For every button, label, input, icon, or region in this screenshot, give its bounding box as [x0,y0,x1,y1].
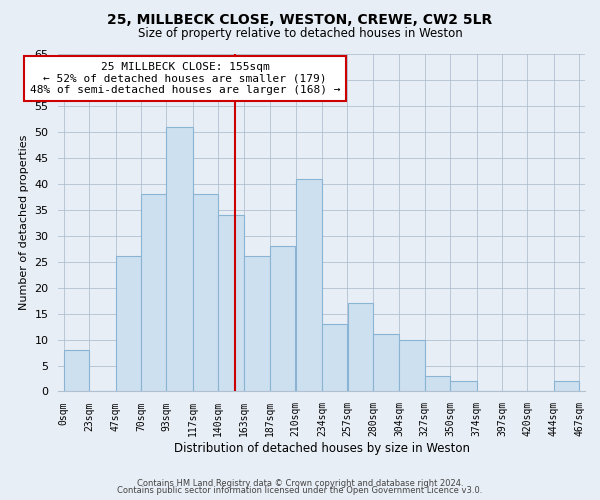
Text: 25 MILLBECK CLOSE: 155sqm
← 52% of detached houses are smaller (179)
48% of semi: 25 MILLBECK CLOSE: 155sqm ← 52% of detac… [30,62,340,95]
Bar [244,256,270,392]
Bar [425,376,450,392]
X-axis label: Distribution of detached houses by size in Weston: Distribution of detached houses by size … [173,442,470,455]
Bar [347,303,373,392]
Bar [116,256,141,392]
Bar [554,381,579,392]
Y-axis label: Number of detached properties: Number of detached properties [19,135,29,310]
Bar [141,194,166,392]
Bar [270,246,295,392]
Bar [373,334,399,392]
Text: 25, MILLBECK CLOSE, WESTON, CREWE, CW2 5LR: 25, MILLBECK CLOSE, WESTON, CREWE, CW2 5… [107,12,493,26]
Bar [193,194,218,392]
Text: Size of property relative to detached houses in Weston: Size of property relative to detached ho… [137,28,463,40]
Bar [218,215,244,392]
Bar [166,126,193,392]
Bar [322,324,347,392]
Bar [400,340,425,392]
Bar [450,381,476,392]
Text: Contains HM Land Registry data © Crown copyright and database right 2024.: Contains HM Land Registry data © Crown c… [137,478,463,488]
Bar [296,178,322,392]
Bar [64,350,89,392]
Text: Contains public sector information licensed under the Open Government Licence v3: Contains public sector information licen… [118,486,482,495]
